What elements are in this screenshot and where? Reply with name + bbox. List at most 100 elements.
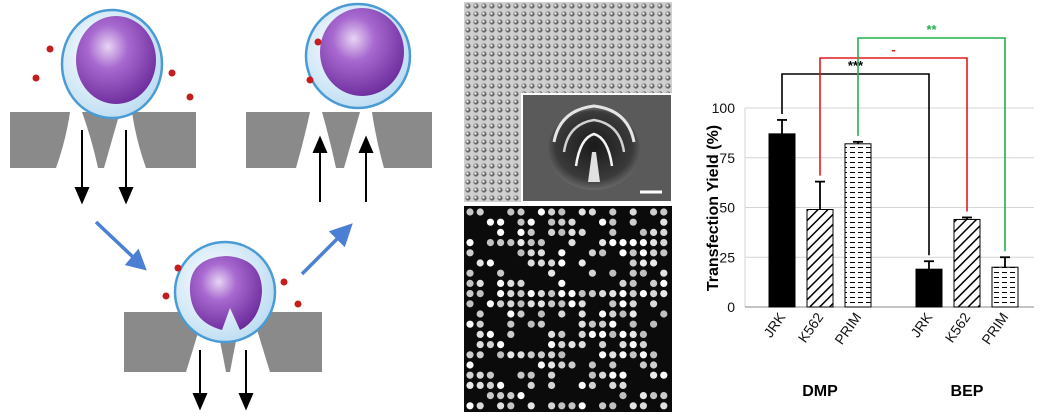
significance-label: *** — [848, 58, 864, 73]
fluorescent-well — [629, 259, 637, 267]
cell-icon — [304, 2, 412, 110]
fluorescent-well — [527, 402, 535, 410]
x-tick-label: PRIM — [978, 310, 1011, 348]
fluorescent-well — [650, 320, 658, 328]
fluorescent-well — [548, 269, 556, 277]
cargo-dot-icon — [32, 74, 40, 82]
fluorescent-well — [497, 300, 505, 308]
fluorescent-well — [629, 249, 637, 257]
fluorescent-well — [639, 351, 647, 359]
fluorescent-well — [568, 300, 576, 308]
cargo-dot-icon — [46, 45, 54, 53]
flow-arrow-icon — [94, 220, 353, 276]
fluorescent-well — [588, 381, 596, 389]
fluorescent-well — [588, 249, 596, 257]
fluorescent-well — [497, 402, 505, 410]
fluorescent-well — [650, 259, 658, 267]
y-tick-label: 50 — [719, 200, 735, 216]
fluorescent-well — [466, 381, 474, 389]
fluorescent-well — [497, 239, 505, 247]
fluorescent-well — [558, 228, 566, 236]
y-tick-label: 75 — [719, 150, 735, 166]
fluorescent-well — [629, 300, 637, 308]
fluorescent-well — [537, 208, 545, 216]
fluorescent-well — [639, 259, 647, 267]
fluorescent-well — [629, 208, 637, 216]
fluorescent-well — [507, 239, 515, 247]
fluorescent-well — [660, 249, 668, 257]
fluorescent-well — [517, 371, 525, 379]
fluorescent-well — [639, 361, 647, 369]
fluorescent-well — [578, 259, 586, 267]
fluorescent-well — [578, 300, 586, 308]
fluorescent-well — [476, 290, 484, 298]
fluorescent-well — [507, 208, 515, 216]
fluorescent-well — [588, 208, 596, 216]
fluorescent-well — [537, 239, 545, 247]
fluorescent-well — [609, 402, 617, 410]
fluorescent-well — [599, 239, 607, 247]
fluorescent-well — [497, 351, 505, 359]
fluorescent-well — [619, 371, 627, 379]
fluorescent-well — [568, 218, 576, 226]
fluorescent-well — [537, 361, 545, 369]
y-tick-label: 100 — [712, 100, 736, 116]
fluorescent-well — [527, 259, 535, 267]
fluorescent-well — [660, 218, 668, 226]
fluorescent-well — [650, 361, 658, 369]
fluorescent-well — [599, 290, 607, 298]
fluorescent-well — [476, 371, 484, 379]
fluorescent-well — [588, 269, 596, 277]
fluorescent-well — [578, 341, 586, 349]
fluorescent-well — [650, 249, 658, 257]
fluorescent-well — [558, 290, 566, 298]
fluorescent-well — [588, 371, 596, 379]
fluorescent-well — [568, 361, 576, 369]
fluorescent-well — [599, 310, 607, 318]
fluorescent-well — [517, 208, 525, 216]
fluorescent-well — [629, 218, 637, 226]
fluorescent-well — [660, 208, 668, 216]
fluorescent-well — [476, 310, 484, 318]
fluorescent-well — [497, 269, 505, 277]
fluorescent-well — [609, 361, 617, 369]
fluorescent-well — [650, 392, 658, 400]
fluorescent-well — [486, 381, 494, 389]
fluorescent-well — [629, 341, 637, 349]
fluorescent-well — [537, 259, 545, 267]
fluorescent-well — [558, 330, 566, 338]
fluorescent-well — [517, 228, 525, 236]
fluorescent-well — [619, 279, 627, 287]
fluorescent-well — [507, 279, 515, 287]
fluorescent-well — [619, 381, 627, 389]
fluorescent-well — [568, 239, 576, 247]
fluorescent-well — [507, 320, 515, 328]
fluorescent-well — [578, 310, 586, 318]
fluorescent-well — [578, 381, 586, 389]
transfection-schematic — [10, 2, 432, 411]
fluorescent-well — [507, 310, 515, 318]
fluorescent-well — [558, 249, 566, 257]
membrane-icon — [246, 112, 432, 168]
fluorescent-well — [629, 320, 637, 328]
fluorescent-well — [507, 392, 515, 400]
fluorescent-well — [476, 402, 484, 410]
fluorescent-well — [537, 290, 545, 298]
fluorescent-well — [486, 392, 494, 400]
fluorescent-well — [629, 402, 637, 410]
fluorescent-well — [619, 300, 627, 308]
fluorescent-well — [558, 361, 566, 369]
fluorescent-well — [619, 330, 627, 338]
fluorescent-well — [609, 300, 617, 308]
fluorescent-well — [660, 310, 668, 318]
fluorescent-well — [629, 290, 637, 298]
fluorescent-well — [517, 279, 525, 287]
fluorescent-well — [527, 351, 535, 359]
fluorescent-well — [599, 330, 607, 338]
fluorescent-well — [650, 351, 658, 359]
fluorescent-well — [639, 341, 647, 349]
cargo-dot-icon — [306, 76, 314, 84]
fluorescent-well — [609, 228, 617, 236]
fluorescent-well — [660, 279, 668, 287]
